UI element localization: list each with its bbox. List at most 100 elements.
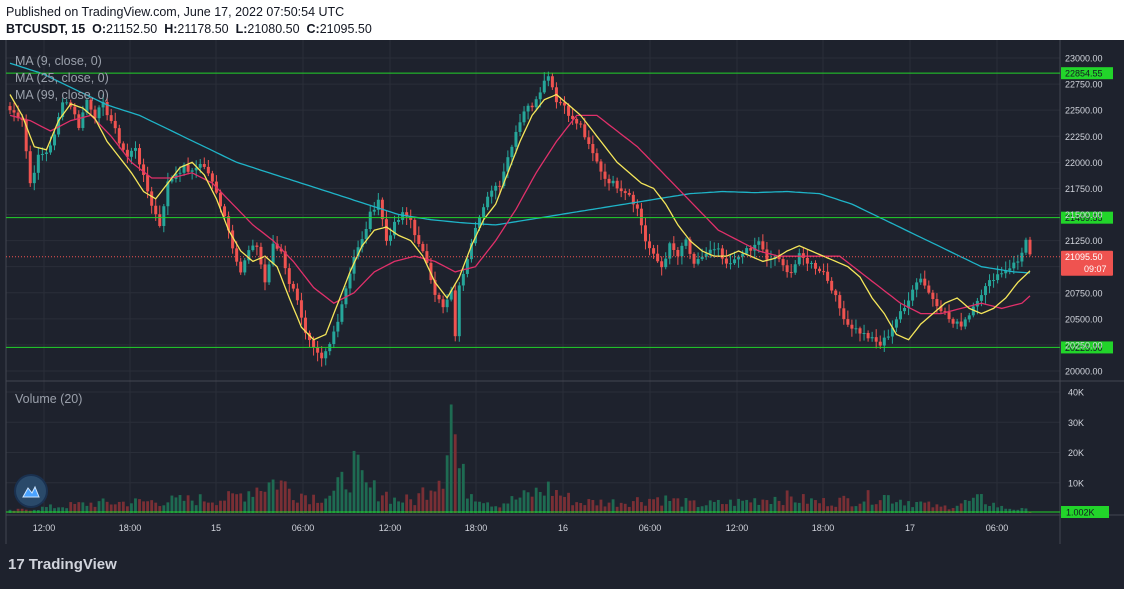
candle-body [401,212,405,220]
volume-bar [915,501,919,513]
candle-body [720,248,724,259]
candle-body [303,317,307,333]
ohlc-readout: BTCUSDT, 15 O:21152.50 H:21178.50 L:2108… [6,22,372,36]
candle-body [992,280,996,282]
candle-body [190,170,194,172]
candle-body [724,258,728,264]
volume-tick-label: 30K [1068,418,1084,428]
candle-body [81,112,85,128]
candle-body [8,106,12,111]
legend-volume[interactable]: Volume (20) [15,392,83,406]
volume-bar [360,470,364,513]
symbol-label: BTCUSDT, 15 [6,22,86,36]
volume-bar [24,509,28,513]
tradingview-badge-icon[interactable] [16,476,46,506]
volume-bar [943,505,947,513]
volume-bar [571,505,575,513]
legend-ma25[interactable]: MA (25, close, 0) [15,71,109,85]
candle-body [939,306,943,312]
volume-bar [486,502,490,513]
volume-bar [530,496,534,513]
candle-body [239,261,243,273]
price-tick-label: 20750.00 [1065,288,1103,298]
candle-body [178,172,182,174]
candle-body [16,112,20,119]
volume-bar [198,494,202,513]
volume-tick-label: 20K [1068,448,1084,458]
chart-area[interactable]: 22854.55 21469.55 20225.90 20000.00 20250.00… [0,40,1124,584]
volume-bar [716,499,720,513]
legend-ma99[interactable]: MA (99, close, 0) [15,88,109,102]
volume-bar [656,497,660,513]
candle-body [291,283,295,289]
volume-bar [304,495,307,513]
volume-bar [178,495,182,513]
volume-bar [708,500,712,513]
volume-bar [729,499,732,513]
chart-canvas[interactable]: 22854.55 21469.55 20225.90 20000.00 20250.00… [0,40,1124,584]
volume-bar [830,505,834,513]
time-tick-label: 06:00 [986,523,1009,533]
volume-bar [668,500,672,513]
candle-body [198,163,202,168]
candle-body [186,164,190,172]
candle-body [935,299,939,307]
candle-body [809,262,813,264]
volume-bar [397,501,400,513]
candle-body [656,253,660,262]
volume-bar [413,505,417,513]
volume-bar [206,502,210,513]
volume-bar [793,502,797,513]
volume-bar [672,498,676,513]
volume-bar [611,499,615,513]
volume-bar [684,498,688,513]
candle-body [133,148,137,151]
volume-bar [737,498,740,513]
candle-body [571,115,575,119]
volume-bar [482,503,485,513]
candle-body [947,312,951,320]
volume-bar [417,493,421,513]
volume-bar [749,502,753,513]
time-tick-label: 18:00 [812,523,835,533]
tradingview-logo[interactable]: 17 TradingView [8,556,117,573]
candle-body [870,337,874,339]
candle-body [65,102,69,104]
publish-header: Published on TradingView.com, June 17, 2… [0,0,1124,40]
candle-body [546,76,550,81]
candle-body [243,260,247,273]
candle-body [550,76,554,88]
candle-body [1008,268,1012,271]
candle-body [648,241,652,249]
volume-bar [65,508,69,513]
candle-body [218,192,222,207]
volume-bar [295,502,299,513]
volume-bar [627,506,631,513]
candle-body [348,273,352,289]
volume-bar [81,502,85,513]
time-tick-label: 12:00 [726,523,749,533]
candle-body [332,331,336,345]
volume-bar [534,487,538,513]
candle-body [741,253,745,257]
volume-bar [1004,508,1008,513]
candle-body [283,251,287,269]
volume-bar [761,499,765,513]
candle-body [271,243,275,265]
volume-bar [364,482,368,513]
volume-bar [53,508,56,513]
volume-bar [494,506,498,513]
volume-bar [372,480,376,513]
volume-bar [474,501,477,513]
candle-body [894,319,898,328]
ma99-line [9,62,1031,274]
low-value: 21080.50 [247,22,300,36]
legend-ma9[interactable]: MA (9, close, 0) [15,54,102,68]
volume-tick-label: 40K [1068,388,1084,398]
candle-body [765,249,769,260]
volume-bar [93,506,97,513]
volume-last-label: 1.002K [1066,508,1095,518]
candle-body [405,212,409,217]
volume-bar [109,504,113,513]
candle-body [202,163,206,167]
